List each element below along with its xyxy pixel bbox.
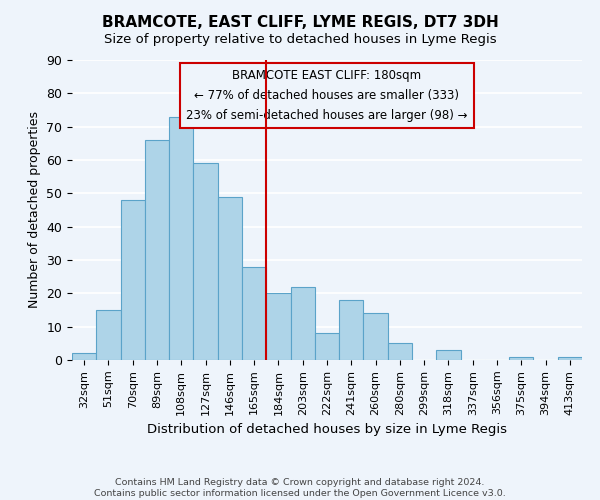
Bar: [169, 116, 193, 360]
Text: Size of property relative to detached houses in Lyme Regis: Size of property relative to detached ho…: [104, 32, 496, 46]
Bar: [290, 286, 315, 360]
Bar: [218, 196, 242, 360]
Bar: [315, 334, 339, 360]
Text: Contains HM Land Registry data © Crown copyright and database right 2024.
Contai: Contains HM Land Registry data © Crown c…: [94, 478, 506, 498]
Bar: [388, 344, 412, 360]
Bar: [193, 164, 218, 360]
Text: BRAMCOTE, EAST CLIFF, LYME REGIS, DT7 3DH: BRAMCOTE, EAST CLIFF, LYME REGIS, DT7 3D…: [101, 15, 499, 30]
Bar: [509, 356, 533, 360]
Bar: [242, 266, 266, 360]
Y-axis label: Number of detached properties: Number of detached properties: [28, 112, 41, 308]
Bar: [145, 140, 169, 360]
Bar: [558, 356, 582, 360]
X-axis label: Distribution of detached houses by size in Lyme Regis: Distribution of detached houses by size …: [147, 423, 507, 436]
Bar: [96, 310, 121, 360]
Bar: [364, 314, 388, 360]
Bar: [266, 294, 290, 360]
Bar: [339, 300, 364, 360]
Bar: [72, 354, 96, 360]
Bar: [121, 200, 145, 360]
Text: BRAMCOTE EAST CLIFF: 180sqm
← 77% of detached houses are smaller (333)
23% of se: BRAMCOTE EAST CLIFF: 180sqm ← 77% of det…: [186, 69, 468, 122]
Bar: [436, 350, 461, 360]
